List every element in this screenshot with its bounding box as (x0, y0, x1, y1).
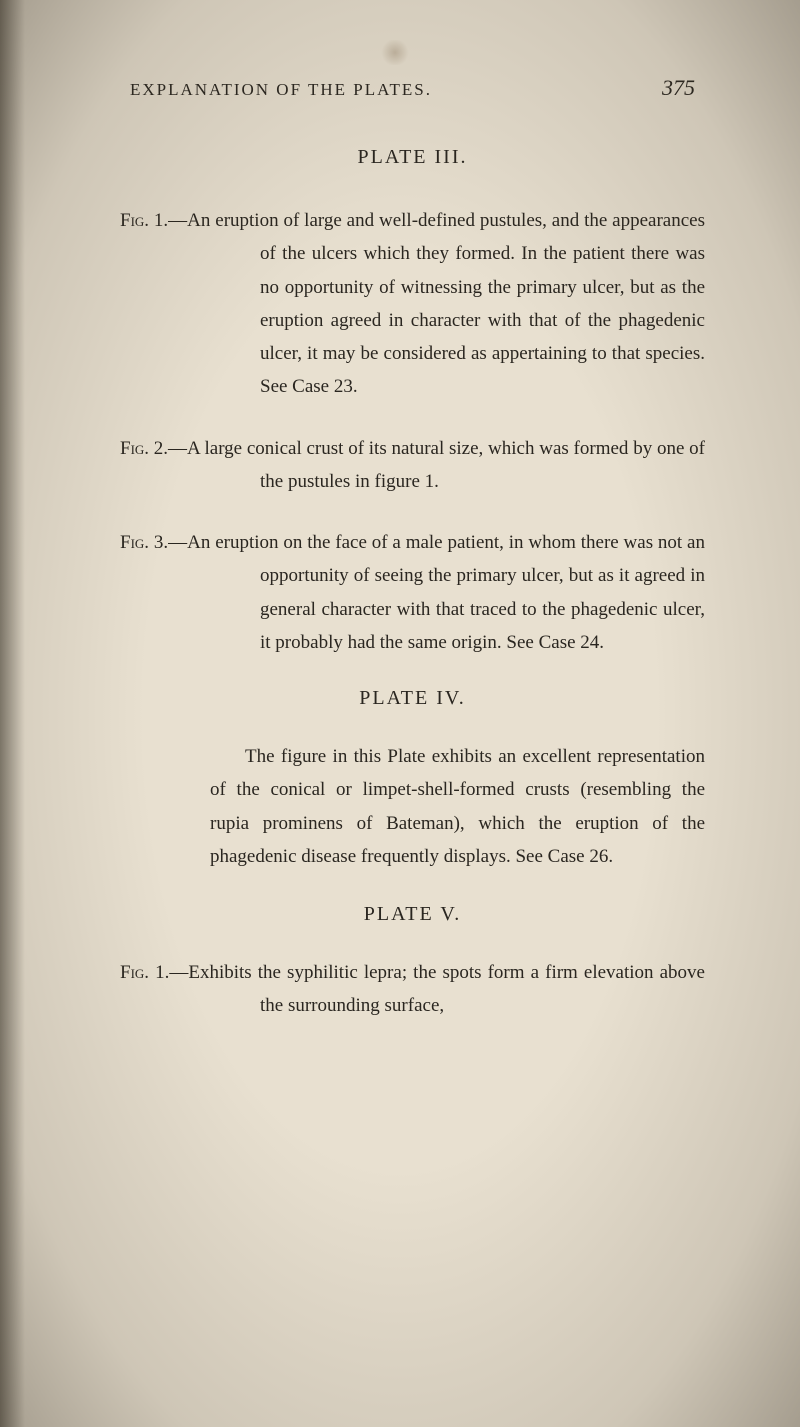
fig-2-text: A large conical crust of its natural siz… (187, 438, 705, 492)
plate5-fig-1-label: Fig. 1.— (120, 962, 188, 983)
fig-1-text: An eruption of large and well-defined pu… (187, 210, 705, 397)
fig-3-entry: Fig. 3.—An eruption on the face of a mal… (120, 526, 705, 659)
fig-3-text: An eruption on the face of a male patien… (187, 532, 705, 653)
plate-3-heading: PLATE III. (120, 146, 705, 169)
fig-2-entry: Fig. 2.—A large conical crust of its nat… (120, 432, 705, 499)
page-content: EXPLANATION OF THE PLATES. 375 PLATE III… (0, 0, 800, 1427)
fig-3-label: Fig. 3.— (120, 532, 187, 553)
fig-1-label: Fig. 1.— (120, 210, 187, 231)
fig-2-label: Fig. 2.— (120, 438, 187, 459)
plate-5-heading: PLATE V. (120, 903, 705, 926)
running-head: EXPLANATION OF THE PLATES. 375 (120, 75, 705, 101)
running-title: EXPLANATION OF THE PLATES. (130, 80, 432, 100)
plate-4-paragraph: The figure in this Plate exhibits an exc… (120, 740, 705, 873)
plate5-fig-1-text: Exhibits the syphilitic lepra; the spots… (188, 962, 705, 1016)
plate-4-heading: PLATE IV. (120, 687, 705, 710)
page-number: 375 (662, 75, 695, 101)
plate5-fig-1-entry: Fig. 1.—Exhibits the syphilitic lepra; t… (120, 956, 705, 1023)
fig-1-entry: Fig. 1.—An eruption of large and well-de… (120, 204, 705, 404)
